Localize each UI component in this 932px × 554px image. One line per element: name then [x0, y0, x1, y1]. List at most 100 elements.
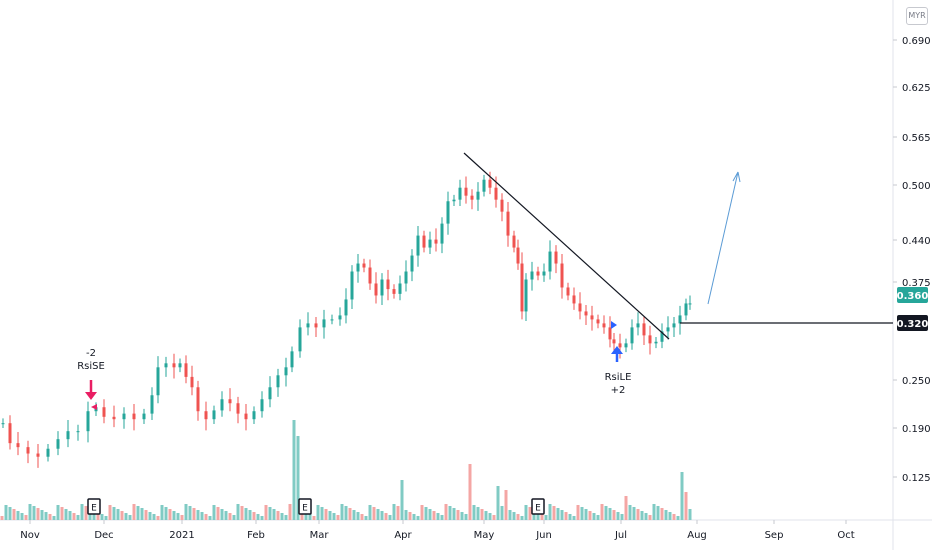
candle-body	[330, 319, 334, 321]
long-signal-count: +2	[611, 385, 626, 396]
candle-body	[542, 271, 546, 276]
y-tick-label: 0.565	[902, 133, 931, 144]
candle-body	[212, 410, 216, 420]
volume-bar	[300, 510, 304, 520]
candle	[338, 307, 342, 326]
x-tick-label: Feb	[247, 530, 265, 541]
candle	[1, 418, 5, 428]
volume-bar	[672, 514, 676, 520]
volume-bar	[608, 508, 612, 520]
volume-bar	[136, 506, 140, 520]
volume-bar	[160, 505, 164, 520]
volume-bar	[52, 516, 56, 520]
volume-bar	[628, 505, 632, 520]
candle	[362, 258, 366, 273]
volume-bar	[496, 486, 500, 520]
volume-bar	[472, 505, 476, 520]
x-tick-label: May	[474, 530, 495, 541]
candle-body	[344, 299, 348, 316]
candle	[36, 443, 40, 468]
candle	[572, 287, 576, 310]
earnings-marker: E	[531, 498, 545, 515]
x-tick-label: Dec	[94, 530, 113, 541]
volume-bar	[500, 506, 504, 520]
volume-bar	[28, 504, 32, 520]
candle	[56, 431, 60, 456]
volume-bar	[8, 507, 12, 520]
volume-bar	[396, 506, 400, 520]
candle-body	[284, 367, 288, 376]
volume-bar	[572, 516, 576, 520]
candle	[102, 399, 106, 424]
candle-body	[524, 279, 528, 312]
x-tick-label: Oct	[837, 530, 854, 541]
candle	[290, 346, 294, 373]
volume-bar	[104, 516, 108, 520]
volume-bar	[264, 505, 268, 520]
candle-body	[428, 239, 432, 248]
candle	[228, 388, 232, 412]
currency-label[interactable]: MYR	[906, 7, 928, 25]
candle-body	[184, 363, 188, 377]
candle-body	[260, 399, 264, 412]
volume-bar	[132, 504, 136, 520]
volume-bar	[284, 515, 288, 520]
volume-bar	[620, 514, 624, 520]
volume-bar	[248, 510, 252, 520]
volume-bar	[400, 480, 404, 520]
volume-bar	[668, 512, 672, 520]
x-tick-label: Jun	[535, 530, 552, 541]
x-tick-label: Aug	[687, 530, 707, 541]
candle-body	[314, 323, 318, 328]
volume-bar	[468, 464, 472, 520]
volume-bar	[152, 514, 156, 520]
candle	[536, 266, 540, 281]
candle-body	[36, 453, 40, 457]
candle-body	[66, 431, 70, 440]
earnings-marker-label: E	[302, 504, 308, 514]
candle	[446, 191, 450, 235]
earnings-marker-box	[531, 498, 545, 515]
volume-bar	[552, 506, 556, 520]
volume-bar	[108, 505, 112, 520]
volume-bar	[196, 510, 200, 520]
candle-body	[596, 319, 600, 324]
descending-trendline	[463, 152, 670, 340]
volume-bar	[12, 509, 16, 520]
candle-body	[572, 295, 576, 304]
candle	[172, 353, 176, 379]
candle	[590, 305, 594, 331]
earnings-marker-box	[87, 498, 101, 515]
price-badge: 0.320	[897, 315, 929, 331]
volume-bar	[600, 504, 604, 520]
candle	[488, 171, 492, 195]
candle-body	[142, 413, 146, 420]
candle	[458, 179, 462, 207]
candle-body	[672, 323, 676, 328]
price-badge-value: 0.320	[897, 319, 929, 330]
volume-bar	[652, 504, 656, 520]
candle-body	[452, 199, 456, 202]
candle	[150, 387, 154, 420]
volume-bar	[632, 507, 636, 520]
volume-bar	[92, 510, 96, 520]
candle-body	[636, 323, 640, 328]
candle-body	[190, 376, 194, 388]
candle	[66, 420, 70, 448]
volume-bar	[428, 509, 432, 520]
candle-body	[434, 239, 438, 244]
volume-bar	[596, 515, 600, 520]
short-signal-arrow-head	[85, 392, 97, 400]
volume-bar	[224, 511, 228, 520]
volume-bar	[616, 512, 620, 520]
candle-body	[122, 413, 126, 420]
volume-bar	[16, 511, 20, 520]
candle-body	[204, 411, 208, 420]
candle-body	[624, 343, 628, 348]
candle-body	[612, 339, 616, 344]
candle	[314, 317, 318, 337]
candle	[554, 245, 558, 274]
x-tick-label: 2021	[169, 530, 194, 541]
